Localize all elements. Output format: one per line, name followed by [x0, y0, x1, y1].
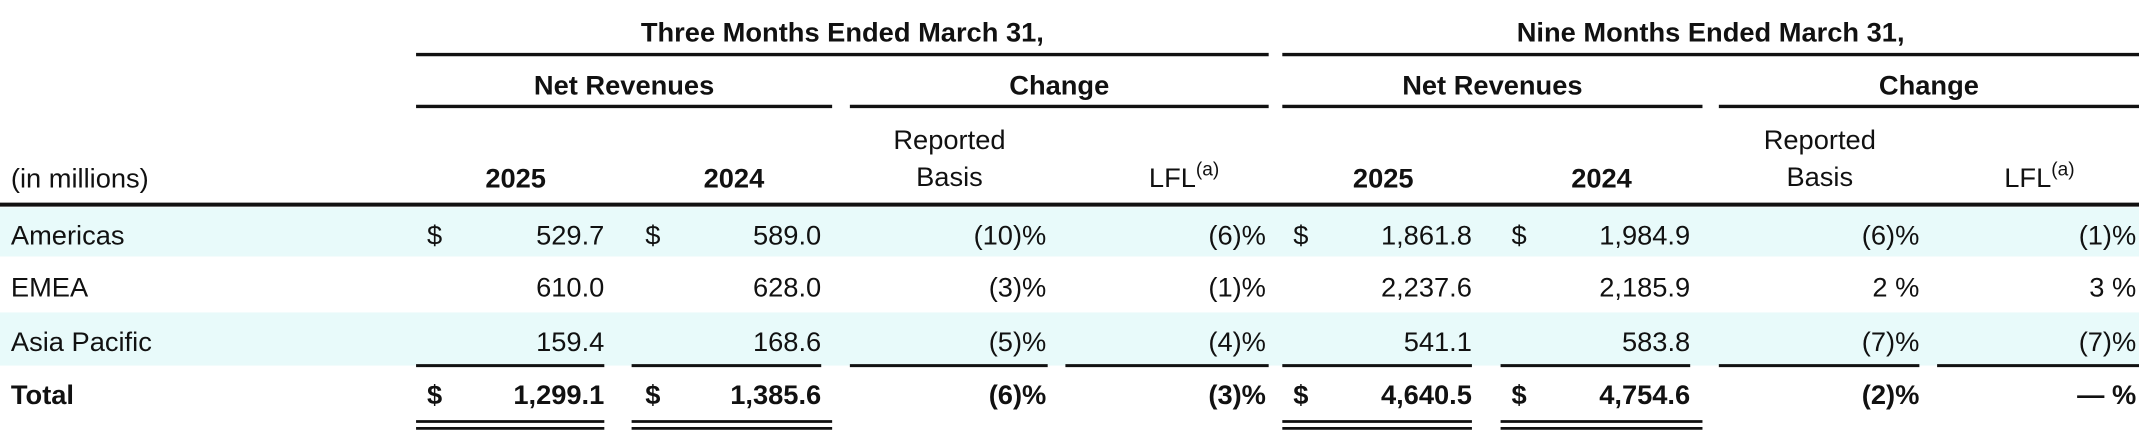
cell-value: (5)% — [989, 326, 1047, 357]
column-header: LFL(a) — [1149, 160, 1219, 194]
cell-value: (7)% — [2079, 326, 2137, 357]
cell-value: 159.4 — [536, 326, 604, 357]
row-label: Americas — [11, 220, 125, 251]
cell-value: (3)% — [1208, 379, 1266, 410]
cell-value: (6)% — [1862, 220, 1920, 251]
sub-header: Change — [1009, 70, 1109, 101]
currency-symbol: $ — [1293, 220, 1308, 251]
cell-value: 628.0 — [753, 271, 821, 302]
column-header: 2025 — [1353, 162, 1414, 193]
cell-value: 2,237.6 — [1381, 271, 1472, 302]
column-header: Basis — [1786, 161, 1853, 192]
column-header: Reported — [1764, 124, 1876, 155]
cell-value: 4,754.6 — [1599, 379, 1690, 410]
cell-value: 168.6 — [753, 326, 821, 357]
cell-value: (2)% — [1862, 379, 1920, 410]
cell-value: 541.1 — [1404, 326, 1472, 357]
cell-value: 610.0 — [536, 271, 604, 302]
cell-value: (3)% — [989, 271, 1047, 302]
column-header: 2024 — [704, 162, 765, 193]
row-label: Total — [11, 379, 74, 410]
row-label: Asia Pacific — [11, 326, 152, 357]
column-header: Basis — [916, 161, 983, 192]
cell-value: 2 % — [1872, 271, 1919, 302]
sub-header: Net Revenues — [1402, 70, 1582, 101]
cell-value: 1,861.8 — [1381, 220, 1472, 251]
footnote-marker: (a) — [1196, 160, 1219, 181]
cell-value: (6)% — [989, 379, 1047, 410]
currency-symbol: $ — [427, 220, 442, 251]
cell-value: (4)% — [1208, 326, 1266, 357]
cell-value: (1)% — [2079, 220, 2137, 251]
cell-value: 529.7 — [536, 220, 604, 251]
group-header: Three Months Ended March 31, — [641, 16, 1044, 47]
column-header-label: LFL — [1149, 162, 1196, 193]
row-label: EMEA — [11, 271, 89, 302]
currency-symbol: $ — [1511, 379, 1526, 410]
cell-value: 1,385.6 — [730, 379, 821, 410]
column-header: Reported — [893, 124, 1005, 155]
currency-symbol: $ — [1511, 220, 1526, 251]
currency-symbol: $ — [645, 379, 660, 410]
cell-value: 583.8 — [1622, 326, 1690, 357]
footnote-marker: (a) — [2051, 160, 2074, 181]
cell-value: 4,640.5 — [1381, 379, 1472, 410]
cell-value: (10)% — [974, 220, 1047, 251]
cell-value: (1)% — [1208, 271, 1266, 302]
cell-value: (7)% — [1862, 326, 1920, 357]
currency-symbol: $ — [645, 220, 660, 251]
cell-value: 589.0 — [753, 220, 821, 251]
cell-value: (6)% — [1208, 220, 1266, 251]
column-header: 2025 — [485, 162, 546, 193]
sub-header: Net Revenues — [534, 70, 714, 101]
row-band — [0, 207, 2139, 257]
cell-value: 1,984.9 — [1599, 220, 1690, 251]
cell-value: 3 % — [2089, 271, 2136, 302]
cell-value: 2,185.9 — [1599, 271, 1690, 302]
cell-value: 1,299.1 — [513, 379, 604, 410]
column-header: LFL(a) — [2004, 160, 2074, 194]
currency-symbol: $ — [427, 379, 442, 410]
currency-symbol: $ — [1293, 379, 1308, 410]
group-header: Nine Months Ended March 31, — [1517, 16, 1905, 47]
cell-value: — % — [2077, 379, 2136, 410]
row-header: (in millions) — [11, 162, 149, 193]
column-header-label: LFL — [2004, 162, 2051, 193]
row-band — [0, 312, 2139, 366]
column-header: 2024 — [1571, 162, 1632, 193]
sub-header: Change — [1879, 70, 1979, 101]
